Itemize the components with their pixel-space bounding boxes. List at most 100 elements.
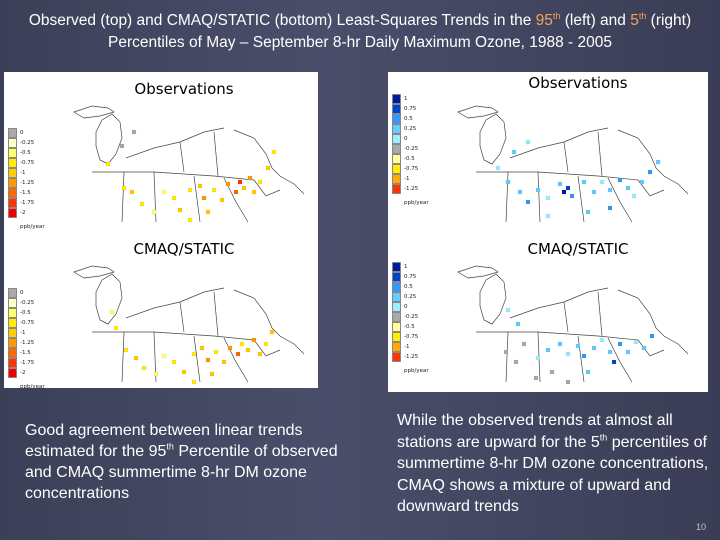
- state-border: [95, 273, 123, 325]
- legend-swatch: [8, 358, 17, 368]
- legend-swatch: [392, 104, 401, 114]
- legend-value: -1: [20, 170, 26, 176]
- station-marker: [197, 183, 203, 189]
- station-marker: [625, 185, 631, 191]
- legend-swatch: [392, 352, 401, 362]
- station-marker: [641, 345, 647, 351]
- legend-value: -0.75: [404, 334, 419, 340]
- station-marker: [569, 193, 575, 199]
- left-caption: Good agreement between linear trends est…: [25, 420, 355, 504]
- station-marker: [123, 347, 129, 353]
- station-marker: [565, 351, 571, 357]
- state-border: [179, 141, 185, 173]
- legend-value: -1.75: [20, 360, 35, 366]
- legend-swatch: [8, 148, 17, 158]
- station-marker: [585, 369, 591, 375]
- state-border: [223, 337, 249, 383]
- station-marker: [187, 187, 193, 193]
- legend-swatch: [392, 322, 401, 332]
- legend-swatch: [392, 94, 401, 104]
- station-marker: [201, 195, 207, 201]
- title-text-3: (right) Percentiles of May – September 8…: [108, 12, 692, 51]
- station-marker: [557, 341, 563, 347]
- station-marker: [245, 347, 251, 353]
- legend-swatch: [392, 282, 401, 292]
- state-border: [597, 131, 603, 177]
- legend-swatch: [8, 328, 17, 338]
- station-marker: [575, 343, 581, 349]
- state-border: [73, 265, 115, 279]
- legend-value: -0.25: [404, 314, 419, 320]
- station-marker: [545, 347, 551, 353]
- station-marker: [205, 209, 211, 215]
- station-marker: [607, 349, 613, 355]
- station-marker: [625, 349, 631, 355]
- station-marker: [221, 359, 227, 365]
- station-marker: [213, 349, 219, 355]
- title-5: 5: [630, 12, 639, 29]
- state-border: [92, 171, 255, 181]
- state-border: [479, 113, 507, 165]
- station-marker: [517, 189, 523, 195]
- station-marker: [617, 177, 623, 183]
- right-caption-sup: th: [599, 432, 608, 443]
- station-marker: [591, 345, 597, 351]
- state-border: [617, 289, 689, 355]
- map-cmaq-5th: [457, 265, 689, 385]
- station-marker: [649, 333, 655, 339]
- title-sup-b: th: [638, 10, 647, 21]
- station-marker: [607, 187, 613, 193]
- station-marker: [239, 341, 245, 347]
- state-border: [92, 331, 255, 341]
- legend-swatch: [8, 188, 17, 198]
- state-border: [253, 179, 281, 197]
- station-marker: [585, 209, 591, 215]
- station-marker: [505, 179, 511, 185]
- map-outline: [457, 105, 689, 223]
- state-border: [179, 301, 185, 333]
- map-panel-obs-95th: 0 -0.25 -0.5 -0.75 -1 -1.25 -1.5 -1.75 -2 ppb/yea…: [4, 72, 318, 232]
- state-border: [476, 171, 639, 181]
- legend-swatch: [8, 308, 17, 318]
- station-marker: [227, 345, 233, 351]
- legend-swatch: [392, 114, 401, 124]
- state-border: [73, 105, 115, 119]
- legend-swatch: [8, 208, 17, 218]
- station-marker: [171, 195, 177, 201]
- state-border: [607, 337, 633, 383]
- map-outline: [73, 265, 305, 383]
- legend-value: -1.25: [404, 186, 419, 192]
- station-marker: [515, 321, 521, 327]
- title-text-2: (left) and: [560, 12, 631, 29]
- legend-value: 1: [404, 264, 408, 270]
- map-obs-95th: [73, 105, 305, 223]
- station-marker: [611, 359, 617, 365]
- map-outline: [457, 265, 689, 383]
- station-marker: [549, 369, 555, 375]
- station-marker: [265, 165, 271, 171]
- station-marker: [251, 337, 257, 343]
- map-obs-5th: [457, 105, 689, 223]
- station-marker: [241, 185, 247, 191]
- right-caption: While the observed trends at almost all …: [397, 410, 715, 518]
- station-marker: [581, 353, 587, 359]
- legend-value: -1.5: [20, 190, 31, 196]
- station-marker: [505, 307, 511, 313]
- station-marker: [503, 349, 509, 355]
- station-marker: [133, 355, 139, 361]
- state-border: [125, 287, 225, 319]
- legend-swatch: [8, 178, 17, 188]
- legend-unit: ppb/year: [20, 384, 45, 388]
- station-marker: [513, 359, 519, 365]
- legend-swatch: [392, 292, 401, 302]
- legend-swatch: [392, 312, 401, 322]
- state-border: [509, 127, 609, 159]
- station-marker: [561, 189, 567, 195]
- state-border: [457, 265, 499, 279]
- legend-swatch: [8, 128, 17, 138]
- station-marker: [139, 201, 145, 207]
- station-marker: [511, 149, 517, 155]
- station-marker: [633, 339, 639, 345]
- legend-value: -0.25: [404, 146, 419, 152]
- state-border: [505, 171, 509, 223]
